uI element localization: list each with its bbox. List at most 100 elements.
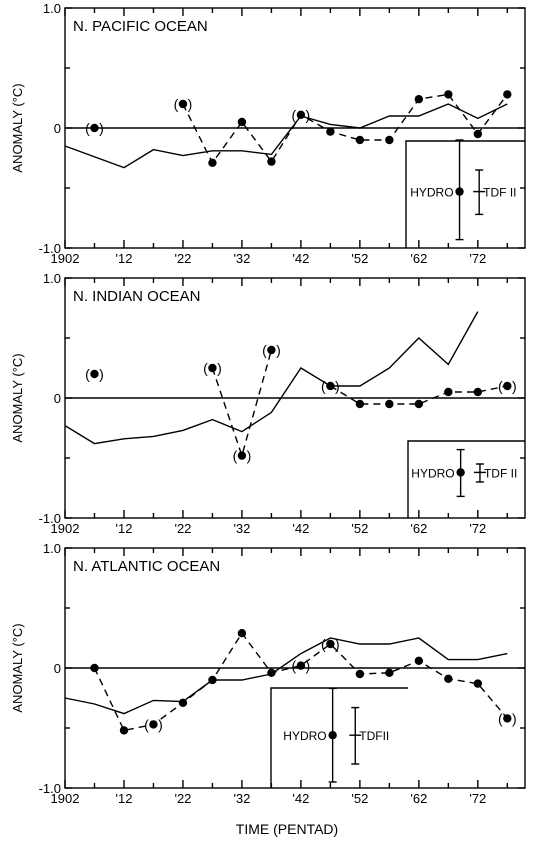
- x-tick-label: '72: [469, 791, 486, 806]
- data-point: [385, 399, 394, 409]
- y-tick-label: -1.0: [39, 781, 61, 796]
- paren-open: (: [321, 378, 326, 394]
- x-tick-label: '62: [410, 521, 427, 536]
- paren-close: ): [158, 716, 163, 732]
- data-point: [267, 668, 276, 677]
- data-point: [90, 369, 99, 379]
- x-tick-label: '72: [469, 251, 486, 266]
- paren-close: ): [306, 107, 311, 123]
- x-tick-label: 1902: [51, 251, 80, 266]
- data-point: [355, 669, 365, 679]
- x-tick-label: '22: [174, 521, 191, 536]
- error-label-tdf: TDFII: [359, 729, 389, 743]
- paren-close: ): [276, 342, 281, 358]
- data-point: [414, 399, 424, 409]
- paren-open: (: [174, 96, 179, 112]
- error-center-point: [455, 187, 464, 196]
- x-tick-label: '72: [469, 521, 486, 536]
- x-tick-label: '42: [292, 791, 309, 806]
- x-tick-label: '12: [115, 521, 132, 536]
- error-label-hydro: HYDRO: [283, 729, 326, 743]
- y-tick-label: 1.0: [43, 271, 61, 286]
- data-point: [237, 629, 247, 638]
- tdf-dashed-line: [211, 349, 273, 458]
- x-tick-label: '52: [351, 251, 368, 266]
- paren-open: (: [498, 710, 503, 726]
- y-axis-title: ANOMALY (°C): [10, 83, 25, 172]
- y-tick-label: 0: [54, 121, 61, 136]
- panel-title: N. ATLANTIC OCEAN: [73, 558, 220, 575]
- y-axis-title: ANOMALY (°C): [10, 623, 25, 712]
- chart-panel-1: 1.0 0 -1.0 ANOMALY (°C) 1902 '12 '22 '32 '42 '52 '…: [10, 1, 526, 266]
- hydro-line: [64, 311, 479, 445]
- data-point: [444, 90, 453, 99]
- x-tick-label: '42: [292, 521, 309, 536]
- data-point: [444, 674, 453, 683]
- x-tick-label: '62: [410, 251, 427, 266]
- x-tick-label: '42: [292, 251, 309, 266]
- error-label-tdf: TDF II: [483, 186, 516, 200]
- paren-open: (: [292, 658, 297, 674]
- x-tick-label: 1902: [51, 791, 80, 806]
- data-point: [414, 95, 424, 104]
- paren-close: ): [306, 658, 311, 674]
- hydro-line: [64, 637, 508, 715]
- x-tick-label: '52: [351, 521, 368, 536]
- data-point: [414, 656, 424, 665]
- paren-close: ): [217, 360, 222, 376]
- data-point: [473, 679, 483, 688]
- x-tick-label: '52: [351, 791, 368, 806]
- x-tick-label: '22: [174, 791, 191, 806]
- hydro-line: [64, 103, 508, 169]
- y-tick-label: -1.0: [39, 241, 61, 256]
- data-point: [355, 135, 365, 145]
- tdf-dashed-line: [182, 93, 508, 165]
- chart-panel-3: 1.0 0 -1.0 ANOMALY (°C) 1902 '12 '22 '32 '42 '52 '…: [10, 541, 526, 806]
- data-point: [149, 720, 158, 729]
- data-point: [90, 663, 99, 673]
- data-point: [385, 135, 394, 145]
- paren-open: (: [85, 366, 90, 382]
- paren-open: (: [144, 716, 149, 732]
- paren-open: (: [498, 378, 503, 394]
- y-tick-label: 0: [54, 391, 61, 406]
- paren-close: ): [188, 96, 193, 112]
- error-box-frame: [270, 687, 408, 788]
- paren-close: ): [512, 378, 517, 394]
- error-label-tdf: TDF II: [484, 466, 517, 480]
- y-tick-label: 0: [54, 661, 61, 676]
- paren-open: (: [292, 107, 297, 123]
- data-point: [267, 345, 276, 355]
- paren-close: ): [99, 120, 104, 136]
- data-point: [503, 90, 512, 99]
- paren-open: (: [321, 636, 326, 652]
- data-point: [296, 661, 306, 670]
- data-point: [326, 639, 335, 649]
- x-tick-label: 1902: [51, 521, 80, 536]
- data-point: [208, 158, 217, 167]
- data-point: [385, 668, 394, 677]
- error-center-point: [328, 731, 337, 740]
- paren-close: ): [247, 448, 252, 464]
- paren-open: (: [233, 448, 238, 464]
- error-box-frame: [407, 440, 525, 518]
- data-point: [208, 675, 217, 685]
- y-tick-label: 1.0: [43, 541, 61, 556]
- data-point: [208, 363, 217, 373]
- y-tick-label: -1.0: [39, 511, 61, 526]
- data-point: [119, 726, 129, 735]
- x-tick-label: '62: [410, 791, 427, 806]
- x-axis-title: TIME (PENTAD): [236, 821, 338, 837]
- data-point: [355, 399, 365, 409]
- y-tick-label: 1.0: [43, 1, 61, 16]
- paren-close: ): [335, 636, 340, 652]
- error-box-frame: [405, 140, 525, 248]
- data-point: [237, 117, 247, 127]
- x-tick-label: '12: [115, 251, 132, 266]
- panel-title: N. INDIAN OCEAN: [73, 288, 201, 305]
- x-tick-label: '32: [233, 521, 250, 536]
- paren-close: ): [512, 710, 517, 726]
- paren-open: (: [203, 360, 208, 376]
- x-tick-label: '32: [233, 791, 250, 806]
